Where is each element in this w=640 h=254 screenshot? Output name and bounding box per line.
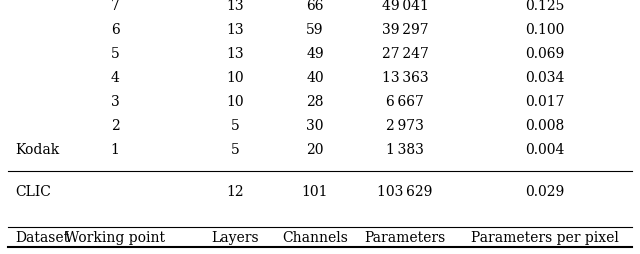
Text: CLIC: CLIC (15, 184, 51, 198)
Text: 2 973: 2 973 (386, 119, 424, 133)
Text: 39 297: 39 297 (381, 23, 428, 37)
Text: 1 383: 1 383 (386, 142, 424, 156)
Text: 0.017: 0.017 (525, 95, 564, 108)
Text: 13 363: 13 363 (381, 71, 428, 85)
Text: Dataset: Dataset (15, 230, 69, 244)
Text: 0.034: 0.034 (525, 71, 564, 85)
Text: 49 041: 49 041 (381, 0, 428, 13)
Text: 7: 7 (111, 0, 120, 13)
Text: 13: 13 (226, 23, 244, 37)
Text: 13: 13 (226, 47, 244, 61)
Text: 66: 66 (307, 0, 324, 13)
Text: 2: 2 (111, 119, 120, 133)
Text: 59: 59 (307, 23, 324, 37)
Text: Working point: Working point (65, 230, 165, 244)
Text: 27 247: 27 247 (381, 47, 428, 61)
Text: Channels: Channels (282, 230, 348, 244)
Text: 4: 4 (111, 71, 120, 85)
Text: 20: 20 (307, 142, 324, 156)
Text: 0.029: 0.029 (525, 184, 564, 198)
Text: 49: 49 (306, 47, 324, 61)
Text: 0.004: 0.004 (525, 142, 564, 156)
Text: 1: 1 (111, 142, 120, 156)
Text: 6 667: 6 667 (386, 95, 424, 108)
Text: Parameters per pixel: Parameters per pixel (471, 230, 619, 244)
Text: Layers: Layers (211, 230, 259, 244)
Text: 3: 3 (111, 95, 120, 108)
Text: 10: 10 (226, 71, 244, 85)
Text: 40: 40 (306, 71, 324, 85)
Text: 0.069: 0.069 (525, 47, 564, 61)
Text: 6: 6 (111, 23, 120, 37)
Text: 0.100: 0.100 (525, 23, 564, 37)
Text: 101: 101 (301, 184, 328, 198)
Text: 13: 13 (226, 0, 244, 13)
Text: 12: 12 (226, 184, 244, 198)
Text: Parameters: Parameters (364, 230, 445, 244)
Text: 0.125: 0.125 (525, 0, 564, 13)
Text: Kodak: Kodak (15, 142, 60, 156)
Text: 5: 5 (111, 47, 120, 61)
Text: 0.008: 0.008 (525, 119, 564, 133)
Text: 103 629: 103 629 (378, 184, 433, 198)
Text: 10: 10 (226, 95, 244, 108)
Text: 5: 5 (230, 119, 239, 133)
Text: 28: 28 (307, 95, 324, 108)
Text: 30: 30 (307, 119, 324, 133)
Text: 5: 5 (230, 142, 239, 156)
